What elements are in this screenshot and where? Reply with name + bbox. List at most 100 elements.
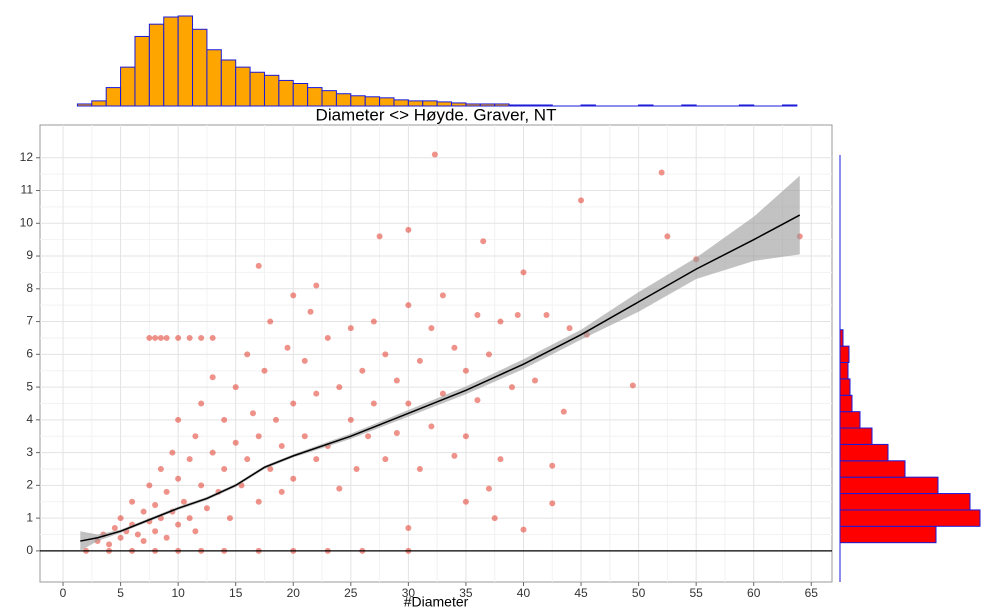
smooth-line (80, 214, 801, 542)
y-tick-label: 4 (26, 412, 33, 426)
right-hist-bar (839, 329, 844, 347)
top-hist-bar (379, 97, 395, 107)
point (439, 390, 446, 397)
x-tick-label: 40 (517, 586, 531, 600)
point (416, 357, 423, 364)
right-hist-bar (839, 525, 937, 544)
point (175, 475, 182, 482)
point (267, 318, 274, 325)
point (431, 151, 438, 158)
point (111, 524, 118, 531)
x-tick-label: 10 (171, 586, 185, 600)
point (313, 456, 320, 463)
y-tick-label: 3 (26, 445, 33, 459)
y-tick-label: 6 (26, 346, 33, 360)
point (272, 416, 279, 423)
y-tick-label: 5 (26, 379, 33, 393)
x-tick-label: 15 (229, 586, 243, 600)
x-tick-label: 20 (287, 586, 301, 600)
point (514, 312, 521, 319)
point (221, 465, 228, 472)
point (152, 528, 159, 535)
x-axis-label: #Diameter (404, 594, 469, 610)
point (209, 334, 216, 341)
point (203, 505, 210, 512)
y-tick-label: 2 (26, 478, 33, 492)
top-hist-bar (192, 28, 208, 107)
point (439, 292, 446, 299)
point (186, 515, 193, 522)
point (290, 475, 297, 482)
top-hist-bar (335, 93, 352, 107)
point (267, 465, 274, 472)
point (532, 377, 538, 384)
y-tick-label: 7 (26, 314, 33, 328)
point (255, 262, 262, 269)
point (462, 498, 469, 505)
top-hist-bar (278, 79, 294, 107)
top-hist-bar (105, 87, 122, 107)
point (255, 498, 262, 505)
top-hist-bar (220, 59, 237, 107)
point (508, 384, 515, 391)
right-hist-bar (839, 460, 906, 478)
point (451, 344, 458, 351)
point (301, 433, 308, 440)
top-hist-bar (120, 66, 136, 107)
point (163, 488, 170, 495)
point (278, 488, 285, 495)
point (353, 465, 360, 472)
point (428, 423, 435, 430)
point (140, 508, 147, 515)
right-hist-bar (839, 411, 861, 429)
point (175, 521, 182, 528)
point (192, 528, 199, 535)
point (261, 367, 268, 374)
point (106, 541, 113, 548)
point (491, 515, 498, 522)
top-hist-bar (134, 35, 150, 107)
point (347, 325, 354, 332)
point (658, 169, 665, 176)
point (451, 452, 458, 459)
point (163, 534, 170, 541)
point (186, 334, 193, 341)
point (117, 534, 124, 541)
point (485, 351, 492, 358)
point (416, 465, 423, 472)
right-hist-bar (839, 427, 873, 445)
x-tick-label: 5 (117, 586, 124, 600)
point (497, 318, 504, 325)
point (169, 449, 176, 456)
top-hist-bar (422, 100, 438, 107)
point (290, 292, 297, 299)
point (324, 334, 331, 341)
point (209, 449, 216, 456)
y-tick-label: 9 (26, 248, 33, 262)
point (474, 397, 481, 404)
top-hist-bar (249, 71, 265, 107)
point (382, 456, 389, 463)
top-hist-bar (407, 100, 424, 107)
point (232, 384, 239, 391)
point (405, 400, 412, 407)
point (520, 526, 527, 533)
top-hist-bar (163, 16, 179, 107)
y-tick-label: 10 (20, 215, 34, 229)
point (313, 390, 320, 397)
point (146, 334, 153, 341)
y-tick-label: 11 (21, 183, 34, 197)
point (301, 357, 308, 364)
point (226, 515, 233, 522)
top-hist-bar (91, 100, 107, 107)
point (405, 226, 412, 233)
point (134, 531, 141, 538)
point (428, 325, 435, 332)
point (232, 439, 239, 446)
x-tick-label: 60 (747, 586, 761, 600)
point (117, 515, 124, 522)
top-hist-bar (263, 74, 280, 107)
right-hist-bar (839, 493, 971, 511)
point (244, 351, 251, 358)
y-tick-label: 12 (20, 150, 34, 164)
